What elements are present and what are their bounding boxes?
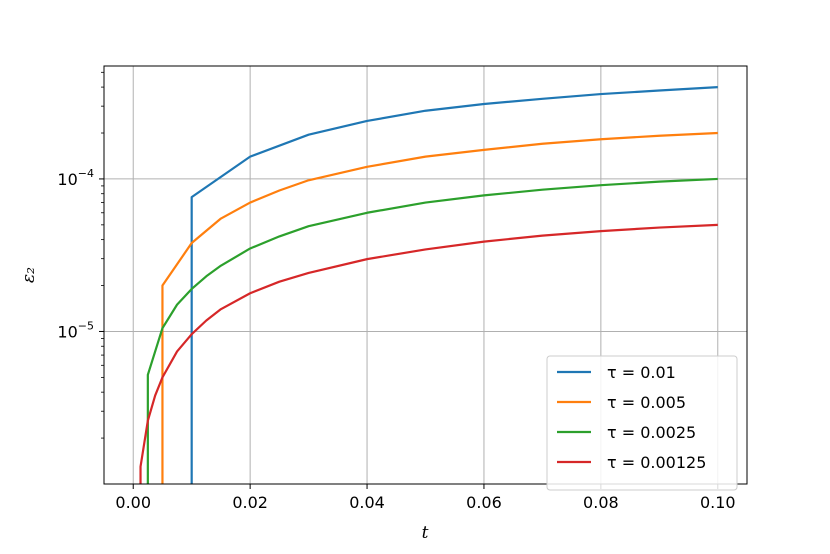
plot-frame (103, 65, 748, 485)
series-line (139, 223, 718, 484)
x-tick-label: 0.04 (349, 493, 385, 512)
x-tick-label: 0.02 (232, 493, 268, 512)
y-tick-label: 10−5 (57, 319, 94, 341)
x-tick-label: 0.06 (466, 493, 502, 512)
legend-label: τ = 0.0025 (607, 423, 696, 442)
grid (104, 66, 747, 484)
legend-box (546, 355, 738, 491)
ticks: 0.00 0.02 0.04 0.06 0.08 0.10 10−4 10−5 (57, 71, 736, 512)
y-tick-label: 10−4 (57, 167, 94, 189)
x-tick-label: 0.10 (700, 493, 736, 512)
legend: τ = 0.01 τ = 0.005 τ = 0.0025 τ = 0.00125 (546, 355, 738, 491)
x-tick-label: 0.08 (583, 493, 619, 512)
y-axis-label: ε₂ (19, 267, 39, 283)
series-line (146, 177, 718, 484)
x-axis-label: t (422, 523, 429, 543)
legend-label: τ = 0.01 (607, 363, 676, 382)
legend-label: τ = 0.00125 (607, 453, 706, 472)
x-tick-label: 0.00 (115, 493, 151, 512)
series-line (190, 86, 718, 484)
series-group (139, 86, 718, 484)
series-line (161, 131, 718, 484)
legend-label: τ = 0.005 (607, 393, 686, 412)
